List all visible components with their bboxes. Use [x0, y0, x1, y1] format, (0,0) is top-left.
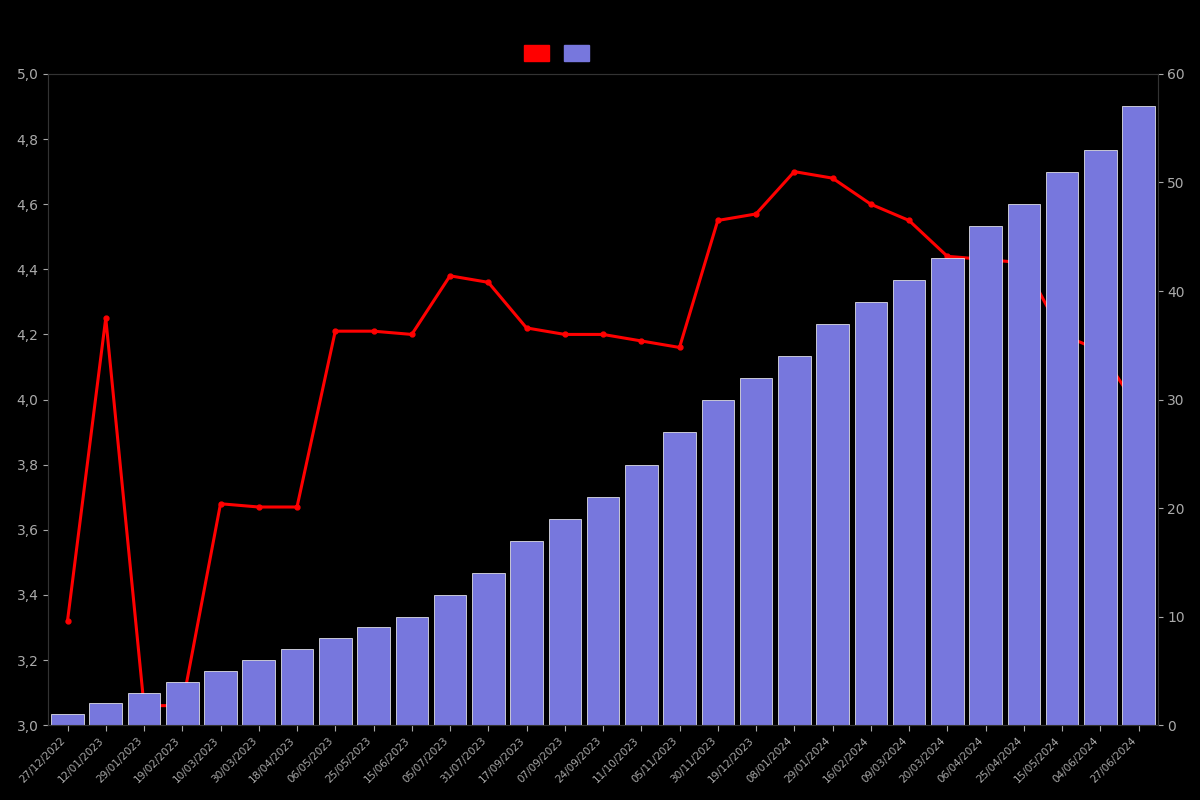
Bar — [1084, 150, 1116, 725]
Bar — [127, 693, 161, 725]
Bar — [854, 302, 887, 725]
Bar — [1122, 106, 1154, 725]
Bar — [739, 378, 773, 725]
Bar — [1045, 172, 1079, 725]
Bar — [778, 356, 810, 725]
Bar — [396, 617, 428, 725]
Bar — [319, 638, 352, 725]
Bar — [358, 627, 390, 725]
Bar — [433, 595, 467, 725]
Bar — [931, 258, 964, 725]
Bar — [472, 574, 504, 725]
Bar — [90, 703, 122, 725]
Bar — [1008, 204, 1040, 725]
Legend: , : , — [524, 45, 593, 61]
Bar — [52, 714, 84, 725]
Bar — [548, 519, 581, 725]
Bar — [204, 671, 236, 725]
Bar — [242, 660, 275, 725]
Bar — [281, 649, 313, 725]
Bar — [625, 465, 658, 725]
Bar — [702, 399, 734, 725]
Bar — [510, 541, 542, 725]
Bar — [664, 432, 696, 725]
Bar — [587, 498, 619, 725]
Bar — [816, 323, 848, 725]
Bar — [970, 226, 1002, 725]
Bar — [893, 280, 925, 725]
Bar — [166, 682, 198, 725]
